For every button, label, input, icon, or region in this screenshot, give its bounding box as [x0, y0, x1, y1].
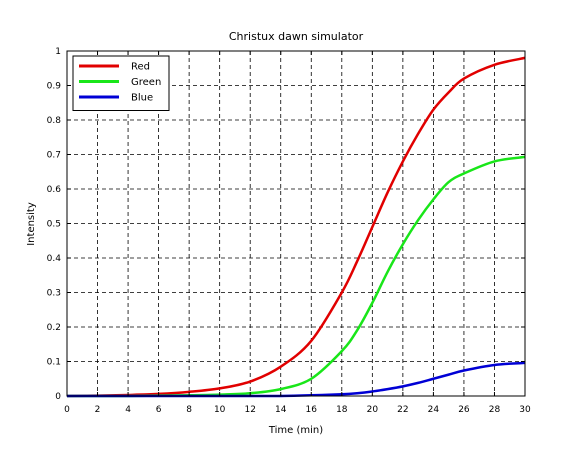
- y-tick-label: 0.4: [47, 254, 62, 264]
- y-tick-label: 0.8: [47, 116, 62, 126]
- x-tick-label: 28: [489, 405, 501, 415]
- y-tick-label: 0: [55, 392, 61, 402]
- y-tick-label: 0.6: [47, 185, 62, 195]
- axes: 0 2 4 6 8 10 12 14 16 18 20 22 24 26 28 3000.10.20.30.4…: [47, 47, 531, 415]
- y-tick-label: 1: [55, 47, 61, 57]
- y-tick-label: 0.1: [47, 358, 61, 368]
- x-tick-label: 22: [397, 405, 408, 415]
- x-tick-label: 20: [367, 405, 379, 415]
- x-tick-label: 18: [336, 405, 348, 415]
- legend-label-blue: Blue: [131, 93, 153, 104]
- y-axis-label: Intensity: [26, 202, 37, 246]
- y-tick-label: 0.5: [47, 220, 61, 230]
- x-axis-label: Time (min): [268, 425, 323, 436]
- x-tick-label: 4: [125, 405, 131, 415]
- x-tick-label: 0: [64, 405, 70, 415]
- x-tick-label: 6: [156, 405, 162, 415]
- y-tick-label: 0.2: [47, 323, 61, 333]
- x-tick-label: 10: [214, 405, 226, 415]
- x-tick-label: 30: [519, 405, 531, 415]
- x-tick-label: 2: [95, 405, 101, 415]
- y-tick-label: 0.7: [47, 151, 61, 161]
- plot-frame: [66, 50, 526, 397]
- x-tick-label: 12: [244, 405, 255, 415]
- x-tick-label: 24: [428, 405, 440, 415]
- legend-label-green: Green: [131, 77, 161, 88]
- y-tick-label: 0.9: [47, 82, 62, 92]
- x-tick-label: 26: [458, 405, 470, 415]
- series-line-red: [66, 56, 526, 398]
- legend: Red Green Blue: [72, 55, 170, 111]
- x-tick-label: 14: [275, 405, 287, 415]
- chart-title: Christux dawn simulator: [229, 30, 364, 43]
- x-tick-label: 8: [186, 405, 192, 415]
- legend-label-red: Red: [131, 62, 150, 73]
- y-tick-label: 0.3: [47, 289, 61, 299]
- x-tick-label: 16: [306, 405, 318, 415]
